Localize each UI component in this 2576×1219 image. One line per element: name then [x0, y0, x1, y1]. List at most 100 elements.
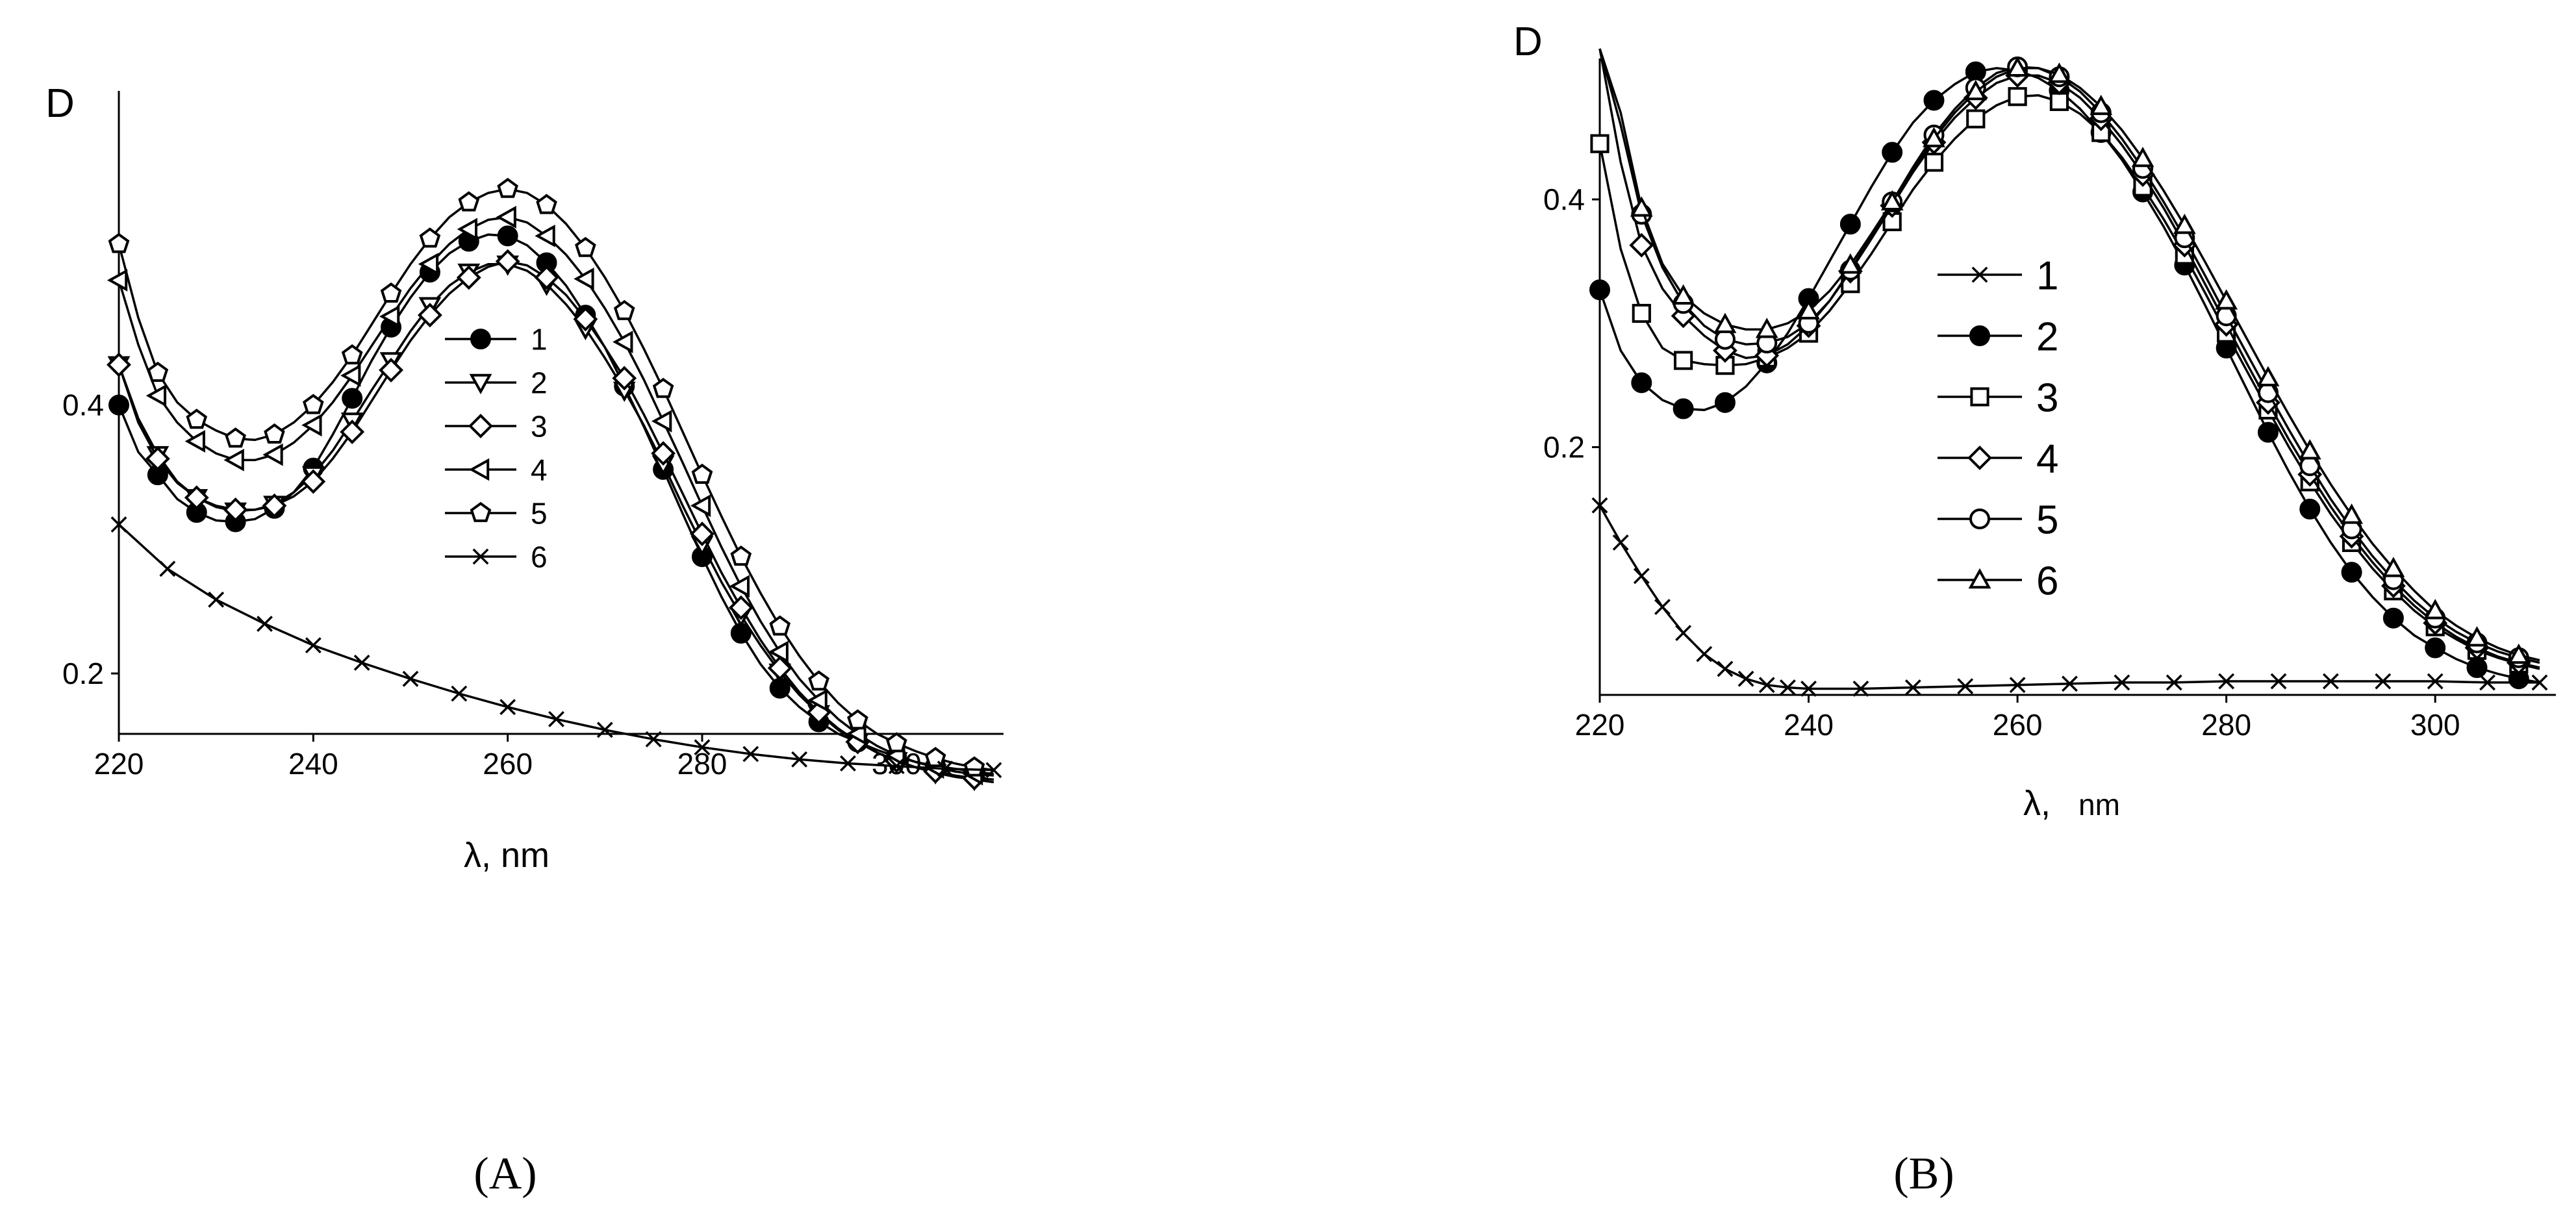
data-point-s5: [536, 194, 557, 214]
data-point-s1: [1904, 679, 1921, 696]
data-point-s4: [418, 253, 439, 276]
x-tick-label: 280: [2201, 708, 2251, 742]
data-point-s3: [456, 265, 481, 290]
data-point-s6: [548, 710, 564, 727]
data-point-s1: [1852, 681, 1869, 697]
legend-marker-3: [468, 414, 493, 438]
data-point-s6: [791, 751, 808, 768]
data-point-s4: [107, 269, 128, 292]
data-point-s6: [2048, 62, 2071, 83]
data-point-s5: [575, 236, 596, 257]
legend-marker-3: [1970, 387, 1989, 407]
data-point-s4: [457, 218, 477, 241]
data-point-s4: [690, 494, 711, 518]
legend-label-3: 3: [2036, 375, 2058, 420]
data-point-s1: [1591, 497, 1608, 514]
data-point-s6: [451, 685, 468, 702]
data-point-s5: [613, 299, 635, 320]
data-point-s6: [1755, 318, 1778, 338]
legend-label-1: 1: [2036, 253, 2058, 298]
data-point-s6: [2298, 439, 2321, 460]
data-point-s4: [262, 443, 283, 466]
data-point-s6: [2466, 626, 2488, 647]
data-point-s6: [2382, 557, 2405, 577]
legend-label-1: 1: [531, 323, 548, 357]
data-point-s5: [924, 747, 946, 768]
data-point-s2: [2341, 562, 2362, 583]
data-point-s2: [1839, 214, 1861, 235]
data-point-s1: [1675, 625, 1692, 642]
data-point-s5: [380, 282, 402, 303]
data-point-s3: [495, 249, 520, 274]
data-point-s6: [2173, 213, 2196, 234]
data-point-s6: [1839, 253, 1862, 274]
data-point-s6: [596, 722, 613, 738]
data-point-s6: [1630, 196, 1653, 217]
data-point-s3: [651, 441, 676, 466]
data-point-s6: [208, 591, 225, 608]
data-point-s3: [728, 595, 753, 620]
data-point-s3: [1966, 109, 1986, 129]
y-tick-label: 0.2: [1543, 431, 1585, 464]
data-point-s2: [2299, 498, 2321, 520]
series-line-1: [118, 233, 994, 775]
legend-marker-4: [468, 458, 490, 481]
y-axis-label: D: [45, 81, 75, 126]
data-point-s6: [499, 699, 516, 716]
data-point-s6: [110, 516, 127, 533]
data-point-s4: [535, 224, 555, 247]
data-point-s6: [1672, 284, 1695, 305]
data-point-s5: [225, 427, 246, 448]
data-point-s1: [2114, 674, 2130, 691]
panel-label: (A): [474, 1149, 537, 1199]
data-point-s3: [418, 303, 442, 328]
data-point-s4: [223, 449, 244, 471]
legend-marker-2: [1969, 325, 1990, 346]
data-point-s3: [767, 655, 792, 681]
data-point-s2: [1673, 398, 1694, 420]
data-point-s1: [2531, 674, 2548, 691]
series-line-2: [1598, 67, 2540, 684]
data-point-s6: [305, 637, 322, 654]
data-point-s3: [2008, 87, 2027, 107]
data-point-s1: [2375, 673, 2392, 690]
data-point-s6: [645, 731, 662, 748]
data-point-s6: [353, 655, 370, 671]
series-line-3: [1598, 94, 2540, 670]
data-point-s6: [888, 758, 905, 775]
data-point-s1: [1737, 670, 1754, 687]
data-point-s3: [534, 265, 559, 290]
data-point-s2: [1714, 392, 1736, 413]
data-point-s2: [1923, 90, 1945, 111]
data-point-s6: [937, 760, 953, 777]
data-point-s6: [1713, 312, 1737, 333]
data-point-s3: [1632, 303, 1651, 323]
data-point-s4: [574, 268, 594, 290]
legend-label-5: 5: [531, 497, 548, 531]
data-point-s1: [2270, 673, 2287, 690]
data-point-s3: [612, 366, 637, 391]
data-point-s2: [2466, 657, 2488, 679]
series-5: [108, 177, 994, 777]
data-point-s1: [1957, 678, 1974, 695]
series-line-5: [118, 188, 994, 772]
data-point-s1: [2166, 674, 2182, 691]
data-point-s2: [1589, 279, 1610, 301]
x-axis-unit-label: nm: [2078, 788, 2120, 822]
data-point-s1: [2009, 677, 2026, 694]
data-point-s1: [2427, 673, 2443, 690]
data-point-s4: [184, 430, 205, 453]
data-point-s5: [808, 670, 829, 691]
x-tick-label: 280: [677, 747, 727, 781]
data-point-s4: [496, 205, 516, 229]
data-point-s4: [729, 575, 750, 598]
data-point-s5: [458, 191, 480, 212]
data-point-s3: [184, 485, 209, 510]
chart-panel-b: 220 240 260 280 300 0.2 0.4 Dλ, nm (B) 1 2 3 4 5 6: [1513, 19, 2556, 1199]
data-point-s3: [2049, 92, 2069, 111]
data-point-s5: [963, 756, 985, 777]
data-point-s6: [742, 746, 759, 762]
y-tick-label: 0.2: [62, 657, 104, 690]
legend-marker-1: [470, 329, 491, 349]
